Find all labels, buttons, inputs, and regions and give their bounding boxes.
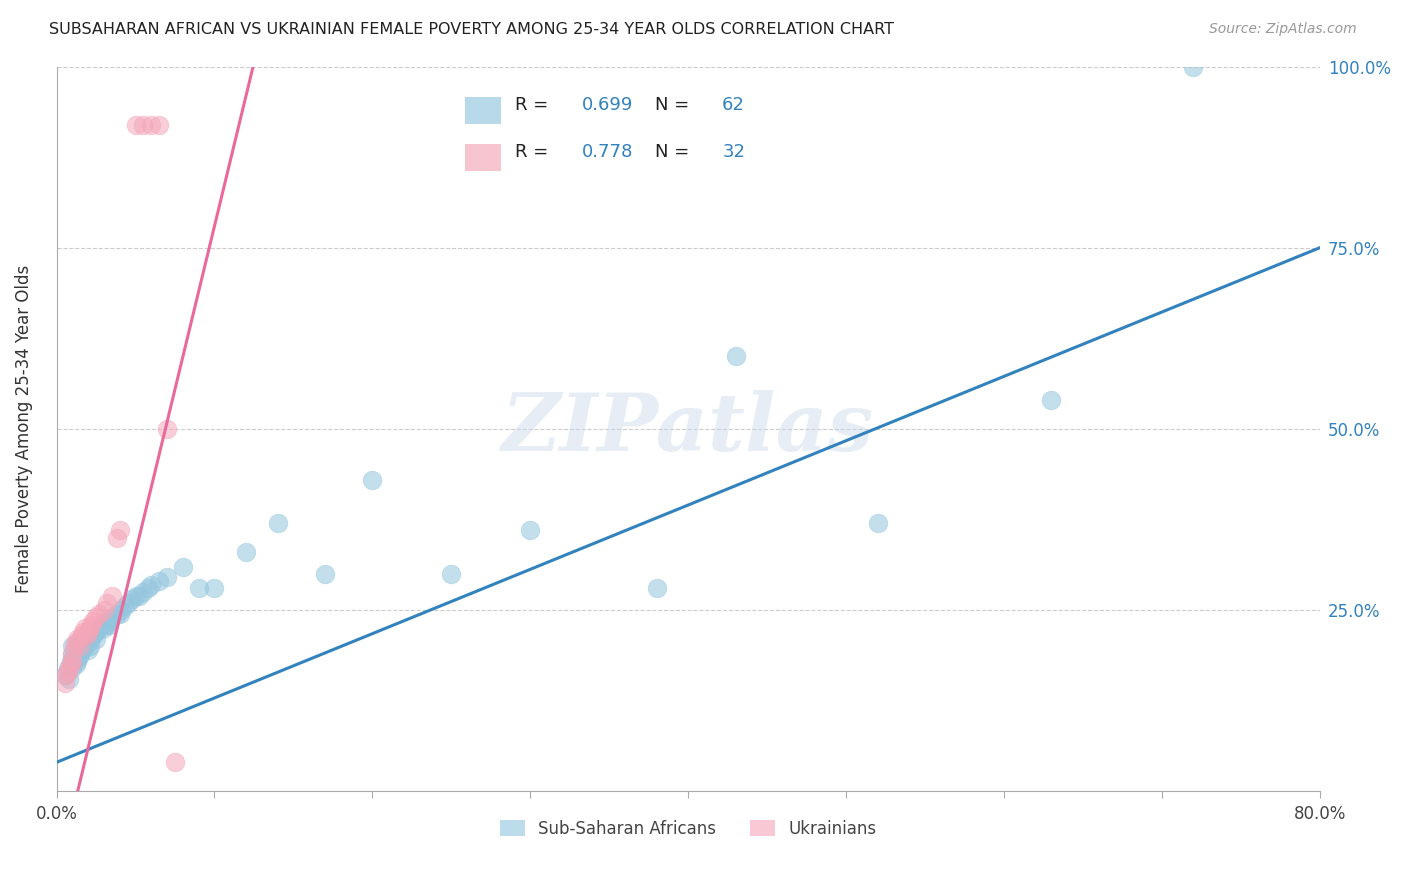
Legend: Sub-Saharan Africans, Ukrainians: Sub-Saharan Africans, Ukrainians [494,814,883,845]
Point [108,607,131,621]
Point [89,607,111,621]
Point [187,582,209,596]
Point [124,118,146,132]
Point [58,661,80,675]
Point [79,621,101,635]
Point [724,350,747,364]
Point [1040,392,1063,407]
Text: ZIPatlas: ZIPatlas [502,390,875,467]
Point [60,647,83,661]
Point [114,599,136,614]
Point [97,617,120,632]
Point [77,632,100,646]
Point [69,640,91,654]
Point [156,422,179,436]
Point [60,640,83,654]
Point [55,668,77,682]
Point [105,531,128,545]
Point [1182,60,1205,74]
Point [56,661,79,675]
Point [96,614,118,628]
Point [72,624,94,639]
Point [60,647,83,661]
Point [101,610,124,624]
Text: Source: ZipAtlas.com: Source: ZipAtlas.com [1209,22,1357,37]
Point [108,524,131,538]
Point [519,524,541,538]
Point [84,632,107,646]
Point [76,636,98,650]
Point [89,621,111,635]
Point [121,592,143,607]
Point [82,614,104,628]
Point [93,621,115,635]
Point [141,118,163,132]
Point [58,672,80,686]
Point [314,566,336,581]
Point [80,628,103,642]
Point [84,610,107,624]
Y-axis label: Female Poverty Among 25-34 Year Olds: Female Poverty Among 25-34 Year Olds [15,265,32,593]
Point [65,657,87,672]
Point [84,624,107,639]
Point [172,559,194,574]
Point [70,643,93,657]
Point [148,574,170,588]
Point [66,654,89,668]
Point [73,640,96,654]
Point [80,632,103,646]
Point [76,628,98,642]
Point [440,566,463,581]
Point [136,582,159,596]
Point [204,582,226,596]
Point [93,603,115,617]
Point [117,596,139,610]
Point [141,578,163,592]
Point [235,545,257,559]
Point [98,614,121,628]
Point [105,607,128,621]
Point [70,628,93,642]
Point [148,118,170,132]
Point [65,636,87,650]
Point [866,516,889,530]
Point [132,585,155,599]
Point [67,650,90,665]
Point [66,640,89,654]
Point [645,582,668,596]
Point [80,617,103,632]
Point [53,668,76,682]
Point [94,617,117,632]
Text: SUBSAHARAN AFRICAN VS UKRAINIAN FEMALE POVERTY AMONG 25-34 YEAR OLDS CORRELATION: SUBSAHARAN AFRICAN VS UKRAINIAN FEMALE P… [49,22,894,37]
Point [79,640,101,654]
Point [124,589,146,603]
Point [60,654,83,668]
Point [59,654,82,668]
Point [361,473,384,487]
Point [72,640,94,654]
Point [90,617,112,632]
Point [59,657,82,672]
Point [163,756,186,770]
Point [56,665,79,679]
Point [66,632,89,646]
Point [60,654,83,668]
Point [266,516,288,530]
Point [101,589,124,603]
Point [63,640,86,654]
Point [156,570,179,584]
Point [77,624,100,639]
Point [83,624,105,639]
Point [69,632,91,646]
Point [110,603,132,617]
Point [96,596,118,610]
Point [128,589,150,603]
Point [82,628,104,642]
Point [73,621,96,635]
Point [132,118,155,132]
Point [60,661,83,675]
Point [69,647,91,661]
Point [77,643,100,657]
Point [53,675,76,690]
